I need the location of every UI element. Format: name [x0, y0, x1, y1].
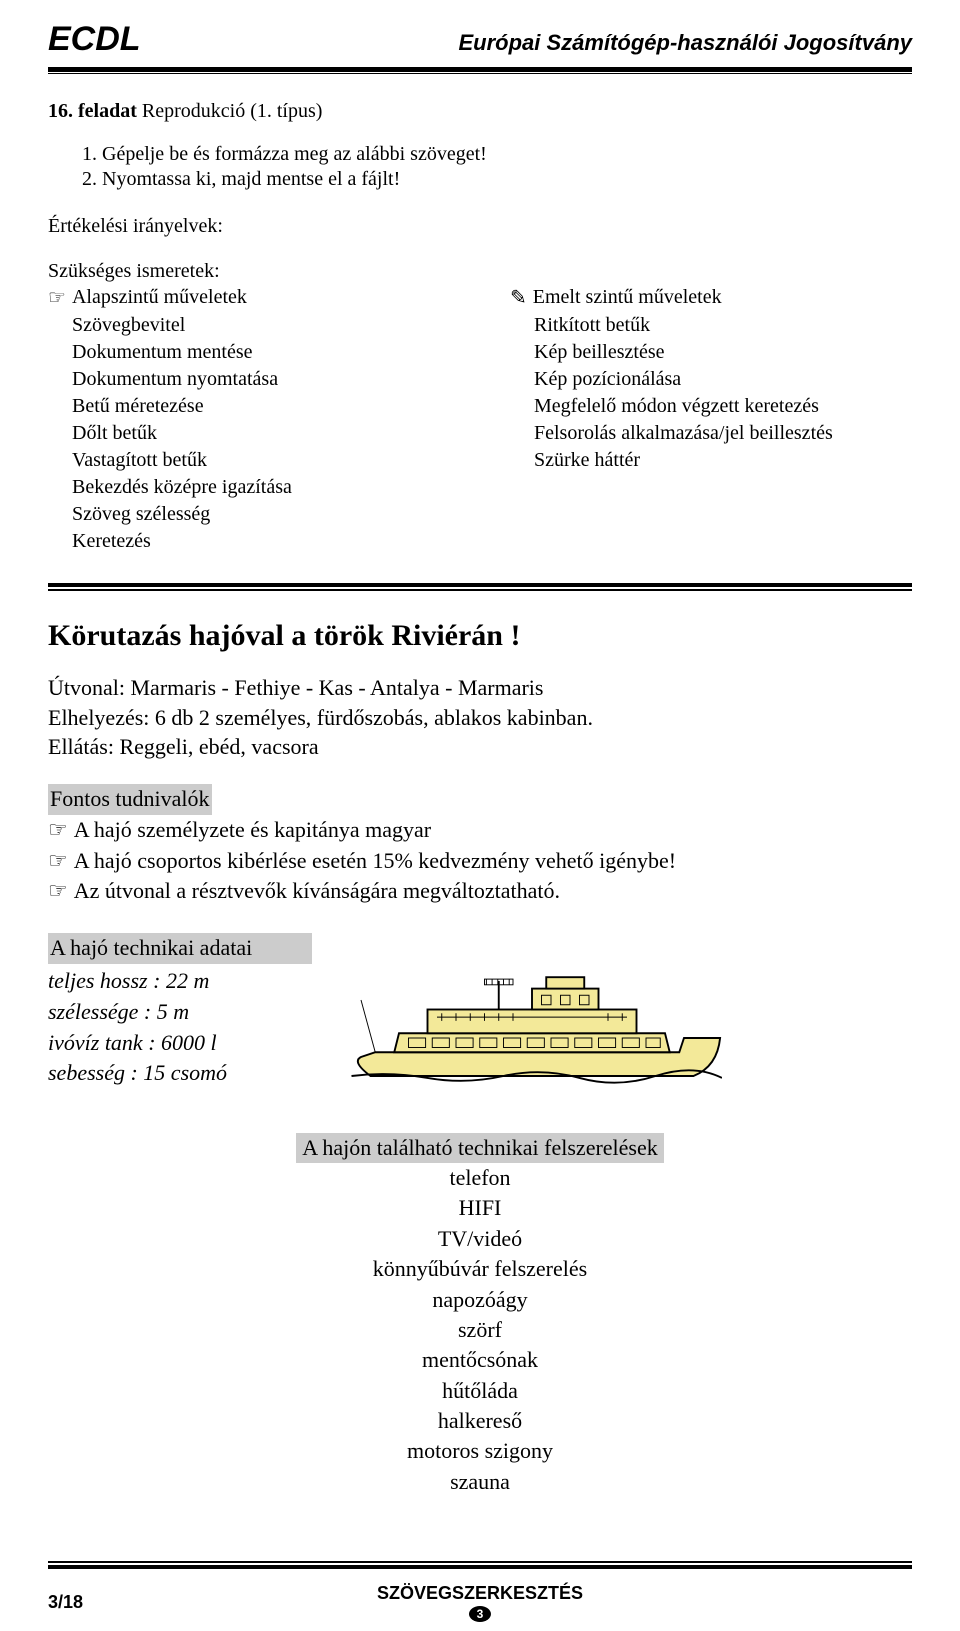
pointing-hand-icon: ☞	[48, 846, 68, 877]
pointing-hand-icon: ☞	[48, 815, 68, 846]
main-heading: Körutazás hajóval a török Riviérán !	[48, 619, 912, 653]
tech-item: sebesség : 15 csomó	[48, 1058, 312, 1089]
eval-left-item: Dőlt betűk	[72, 420, 450, 447]
tech-item: ivóvíz tank : 6000 l	[48, 1028, 312, 1059]
equipment-item: napozóágy	[48, 1285, 912, 1315]
footer-center: SZÖVEGSZERKESZTÉS 3	[377, 1583, 583, 1623]
header-right: Európai Számítógép-használói Jogosítvány	[458, 30, 912, 56]
pointing-hand-icon: ☞	[48, 285, 66, 310]
page-header: ECDL Európai Számítógép-használói Jogosí…	[48, 20, 912, 65]
tech-row: A hajó technikai adatai teljes hossz : 2…	[48, 933, 912, 1105]
equipment-item: szauna	[48, 1467, 912, 1497]
eval-right-item: Szürke háttér	[534, 447, 912, 474]
equipment-item: motoros szigony	[48, 1436, 912, 1466]
page-footer: 3/18 SZÖVEGSZERKESZTÉS 3	[48, 1592, 912, 1613]
eval-right-item: Megfelelő módon végzett keretezés	[534, 393, 912, 420]
task-title: 16. feladat Reprodukció (1. típus)	[48, 100, 912, 123]
eval-header-2: Szükséges ismeretek:	[48, 260, 912, 283]
equipment-item: hűtőláda	[48, 1376, 912, 1406]
eval-right-title: Emelt szintű műveletek	[533, 286, 722, 309]
eval-left-item: Bekezdés középre igazítása	[72, 474, 450, 501]
meals-line: Ellátás: Reggeli, ebéd, vacsora	[48, 732, 912, 762]
eval-left-title: Alapszintű műveletek	[72, 286, 247, 309]
task-list: 1. Gépelje be és formázza meg az alábbi …	[82, 143, 912, 191]
task-item: 2. Nyomtassa ki, majd mentse el a fájlt!	[82, 168, 912, 191]
pointing-hand-icon: ☞	[48, 876, 68, 907]
task-item: 1. Gépelje be és formázza meg az alábbi …	[82, 143, 912, 166]
route-paragraph: Útvonal: Marmaris - Fethiye - Kas - Anta…	[48, 673, 912, 762]
tech-item: szélessége : 5 m	[48, 997, 312, 1028]
info-item: Az útvonal a résztvevők kívánságára megv…	[74, 876, 560, 907]
eval-col-right: ✎ Emelt szintű műveletek Ritkított betűk…	[510, 285, 912, 555]
accommodation-line: Elhelyezés: 6 db 2 személyes, fürdőszobá…	[48, 703, 912, 733]
eval-left-item: Dokumentum nyomtatása	[72, 366, 450, 393]
equipment-item: halkereső	[48, 1406, 912, 1436]
tech-data: A hajó technikai adatai teljes hossz : 2…	[48, 933, 312, 1089]
header-rule-thick	[48, 67, 912, 72]
equipment-item: HIFI	[48, 1193, 912, 1223]
footer-page-range: 3/18	[48, 1592, 83, 1613]
ship-icon	[342, 943, 722, 1105]
eval-right-item: Felsorolás alkalmazása/jel beillesztés	[534, 420, 912, 447]
footer-title: SZÖVEGSZERKESZTÉS	[377, 1583, 583, 1604]
route-line: Útvonal: Marmaris - Fethiye - Kas - Anta…	[48, 673, 912, 703]
footer-rules	[48, 1561, 912, 1569]
task-title-bold: 16. feladat	[48, 100, 137, 122]
equipment-item: könnyűbúvár felszerelés	[48, 1254, 912, 1284]
eval-left-item: Szöveg szélesség	[72, 501, 450, 528]
equipment-block: A hajón található technikai felszerelése…	[48, 1133, 912, 1497]
eval-left-item: Szövegbevitel	[72, 312, 450, 339]
eval-right-item: Kép beillesztése	[534, 339, 912, 366]
tech-item: teljes hossz : 22 m	[48, 966, 312, 997]
equipment-item: szörf	[48, 1315, 912, 1345]
eval-left-item: Betű méretezése	[72, 393, 450, 420]
eval-columns: ☞ Alapszintű műveletek Szövegbevitel Dok…	[48, 285, 912, 555]
eval-right-item: Kép pozícionálása	[534, 366, 912, 393]
task-title-rest: Reprodukció (1. típus)	[142, 100, 323, 122]
eval-left-item: Vastagított betűk	[72, 447, 450, 474]
equipment-item: telefon	[48, 1163, 912, 1193]
eval-left-item: Keretezés	[72, 528, 450, 555]
eval-left-item: Dokumentum mentése	[72, 339, 450, 366]
section-divider	[48, 583, 912, 591]
tech-header: A hajó technikai adatai	[48, 933, 312, 964]
pencil-icon: ✎	[510, 285, 527, 310]
equipment-item: mentőcsónak	[48, 1345, 912, 1375]
info-item: A hajó csoportos kibérlése esetén 15% ke…	[74, 846, 676, 877]
info-item: A hajó személyzete és kapitánya magyar	[74, 815, 431, 846]
header-rule-thin	[48, 73, 912, 74]
footer-page-number: 3	[469, 1606, 491, 1622]
header-left: ECDL	[48, 20, 141, 59]
equipment-header: A hajón található technikai felszerelése…	[296, 1133, 664, 1163]
eval-header-1: Értékelési irányelvek:	[48, 215, 912, 238]
equipment-item: TV/videó	[48, 1224, 912, 1254]
eval-right-item: Ritkított betűk	[534, 312, 912, 339]
eval-col-left: ☞ Alapszintű műveletek Szövegbevitel Dok…	[48, 285, 450, 555]
info-header: Fontos tudnivalók	[48, 784, 212, 815]
important-info: Fontos tudnivalók ☞ A hajó személyzete é…	[48, 784, 912, 907]
